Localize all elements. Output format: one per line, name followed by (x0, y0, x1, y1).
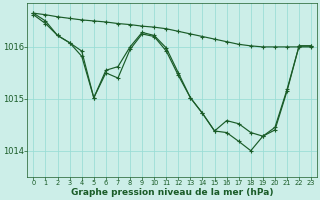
X-axis label: Graphe pression niveau de la mer (hPa): Graphe pression niveau de la mer (hPa) (71, 188, 274, 197)
